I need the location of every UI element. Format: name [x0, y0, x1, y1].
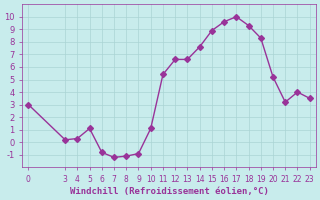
X-axis label: Windchill (Refroidissement éolien,°C): Windchill (Refroidissement éolien,°C)	[70, 187, 268, 196]
